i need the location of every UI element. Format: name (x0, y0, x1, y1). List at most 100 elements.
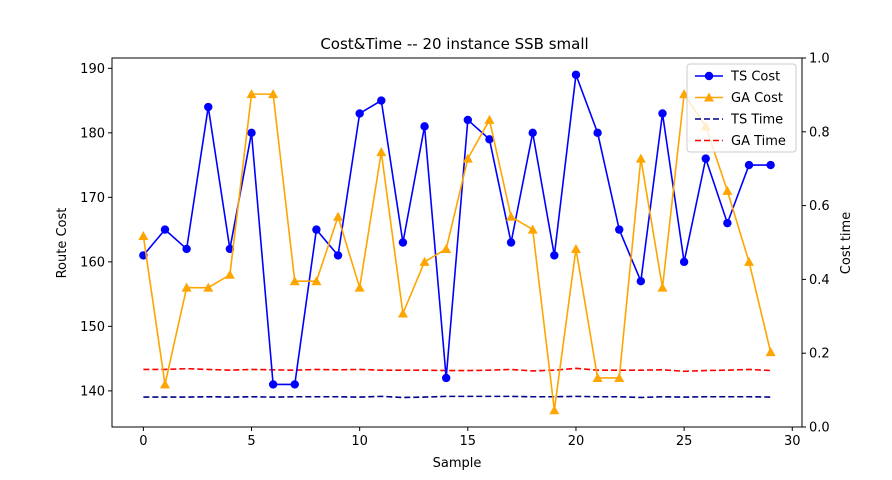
data-point (355, 109, 364, 118)
data-point (420, 122, 429, 131)
data-point (722, 185, 733, 195)
legend-item: TS Time (695, 113, 783, 128)
data-point (441, 373, 451, 383)
legend-label: GA Time (731, 134, 786, 149)
data-point (268, 380, 278, 389)
data-point (224, 269, 235, 279)
data-point (333, 211, 344, 221)
data-point (181, 282, 192, 292)
y2-tick-label: 0.0 (809, 421, 830, 436)
data-point (204, 102, 213, 112)
legend-item: TS Cost (695, 70, 780, 85)
data-point (484, 114, 495, 124)
data-point (419, 256, 430, 266)
series-layer (138, 70, 776, 415)
y2-tick-label: 1.0 (809, 52, 830, 67)
data-point (744, 160, 754, 170)
data-point (679, 257, 689, 267)
series-ts-time (143, 395, 771, 399)
legend-label: TS Cost (730, 70, 780, 85)
data-point (312, 225, 321, 234)
data-point (376, 147, 387, 157)
legend-label: TS Time (730, 113, 783, 128)
series-line (142, 73, 771, 386)
x-tick-label: 20 (568, 434, 585, 449)
x-tick-label: 0 (139, 434, 147, 449)
data-point (614, 372, 625, 382)
data-point (377, 96, 386, 105)
y-tick-label: 150 (80, 320, 105, 335)
axis-ticks: 0 5 10 15 20 25 30 140 150 160 170 180 190 0.0 0.2 0.4 0… (80, 52, 830, 450)
legend-item: GA Time (695, 134, 786, 149)
data-point (550, 251, 559, 260)
data-point (485, 135, 494, 144)
y2-tick-label: 0.2 (809, 347, 830, 362)
y-axis-label: Route Cost (55, 208, 70, 279)
data-point (397, 308, 408, 318)
series-ga-time (143, 367, 771, 373)
y2-tick-label: 0.8 (809, 125, 830, 140)
y-tick-label: 190 (80, 62, 105, 77)
data-point (463, 115, 473, 125)
data-point (766, 160, 775, 170)
y2-tick-label: 0.4 (809, 273, 830, 288)
series-ga-cost (138, 89, 776, 415)
data-point (203, 282, 214, 292)
legend-marker (704, 71, 714, 81)
x-tick-label: 10 (351, 434, 368, 449)
legend-box (686, 63, 797, 153)
x-tick-label: 30 (784, 434, 801, 449)
data-point (506, 211, 517, 221)
series-ts-cost (139, 70, 775, 389)
data-point (657, 282, 668, 292)
data-point (182, 244, 191, 254)
legend-marker (704, 92, 714, 102)
data-point (289, 276, 300, 286)
y2-axis-label: Cost time (839, 212, 854, 274)
data-point (549, 405, 560, 415)
data-point (635, 153, 646, 163)
data-point (354, 282, 365, 292)
data-point (333, 251, 343, 260)
series-line (142, 93, 772, 412)
legend-label: GA Cost (731, 91, 783, 106)
data-point (268, 89, 279, 99)
data-point (528, 128, 537, 138)
legend-item: GA Cost (695, 91, 783, 106)
series-line (143, 395, 771, 399)
data-point (592, 372, 603, 382)
data-point (462, 153, 473, 163)
data-point (570, 243, 581, 253)
data-point (398, 238, 408, 247)
data-point (615, 225, 624, 234)
data-point (138, 231, 149, 241)
data-point (744, 256, 755, 266)
x-axis-label: Sample (433, 456, 482, 471)
data-point (247, 128, 256, 138)
x-tick-label: 5 (247, 434, 255, 449)
x-tick-label: 25 (676, 434, 693, 449)
data-point (765, 347, 776, 357)
x-tick-label: 15 (460, 434, 477, 449)
y-tick-label: 170 (80, 191, 105, 206)
y2-tick-label: 0.6 (809, 199, 830, 214)
data-point (701, 154, 710, 163)
data-point (290, 380, 299, 389)
y-tick-label: 160 (80, 255, 105, 270)
series-line (143, 367, 771, 373)
data-point (593, 128, 602, 138)
data-point (658, 109, 667, 118)
data-point (311, 276, 322, 286)
data-point (723, 218, 732, 228)
plot-frame (111, 57, 803, 428)
y-tick-label: 180 (80, 126, 105, 141)
data-point (441, 243, 452, 253)
data-point (506, 238, 516, 247)
data-point (527, 224, 538, 234)
data-point (246, 89, 257, 99)
data-point (159, 379, 170, 389)
legend: TS Cost GA Cost TS Time GA Time (686, 63, 797, 153)
chart-title: Cost&Time -- 20 instance SSB small (320, 35, 588, 53)
data-point (160, 225, 170, 234)
